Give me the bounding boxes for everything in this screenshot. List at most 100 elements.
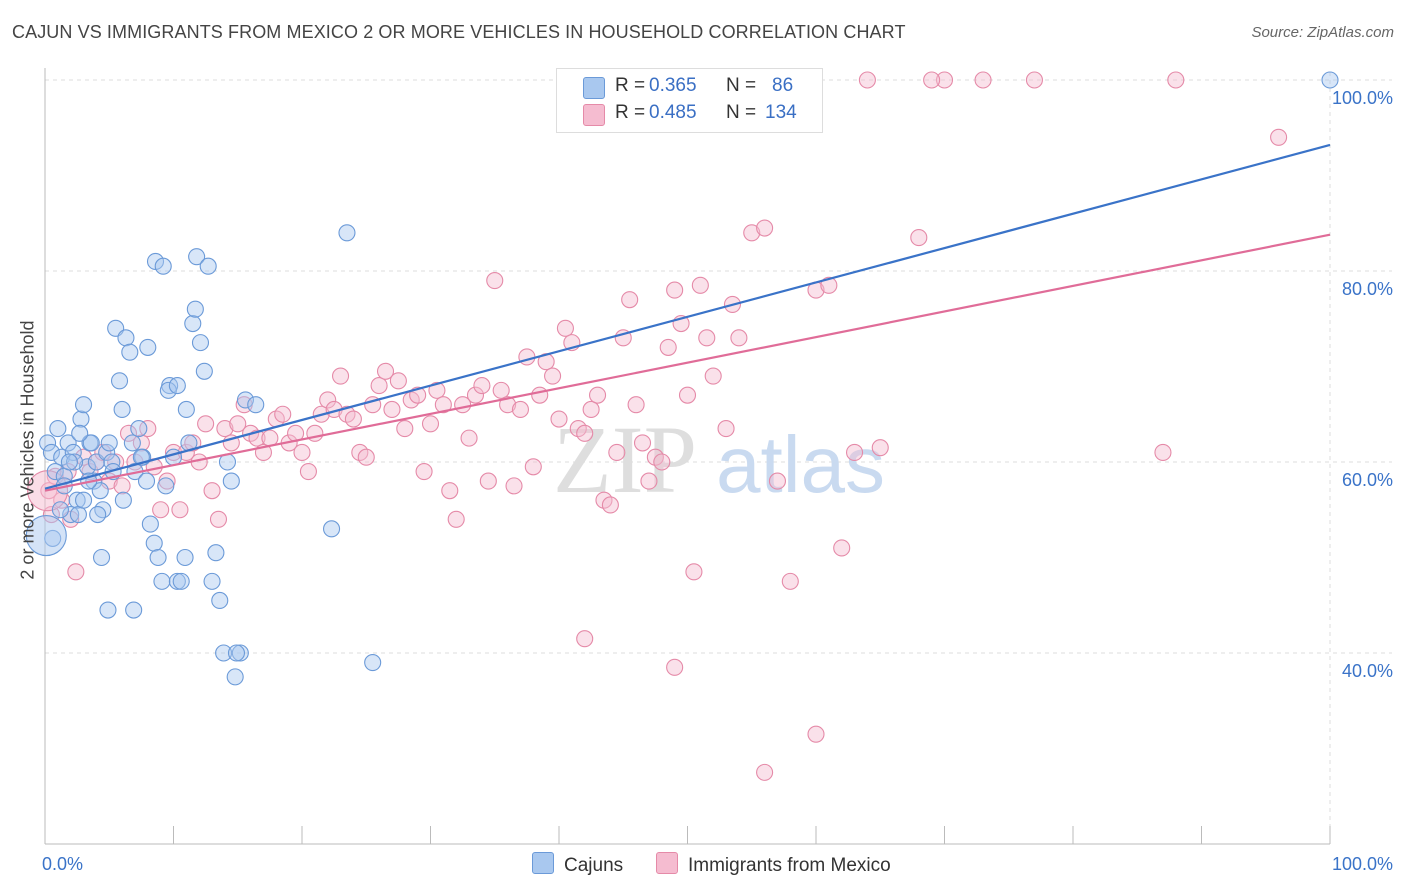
data-point bbox=[69, 505, 87, 524]
data-point bbox=[486, 271, 504, 290]
data-point bbox=[89, 505, 107, 524]
legend-swatch-blue bbox=[583, 77, 605, 99]
data-point bbox=[576, 630, 594, 648]
data-point bbox=[78, 458, 96, 476]
data-point bbox=[274, 405, 292, 423]
y-axis-label-wrap: 2 or more Vehicles in Household bbox=[16, 300, 40, 600]
data-point bbox=[505, 477, 523, 495]
legend-n-label: N = bbox=[726, 102, 757, 123]
axis-layer bbox=[44, 68, 1331, 845]
data-point bbox=[211, 591, 229, 610]
trend-line bbox=[44, 233, 1331, 492]
data-point bbox=[75, 396, 93, 414]
data-point bbox=[383, 400, 401, 419]
data-point bbox=[137, 472, 156, 490]
data-point bbox=[100, 434, 118, 452]
data-point bbox=[98, 443, 116, 462]
data-point bbox=[319, 391, 337, 409]
series-cajuns bbox=[25, 71, 1339, 686]
data-point bbox=[1321, 71, 1339, 89]
data-point bbox=[1025, 71, 1043, 89]
data-point bbox=[323, 520, 341, 538]
data-point bbox=[666, 281, 684, 299]
data-point bbox=[781, 572, 799, 590]
legend-label-mexico: Immigrants from Mexico bbox=[688, 855, 891, 876]
data-point bbox=[110, 372, 129, 390]
data-point bbox=[60, 453, 78, 471]
data-point bbox=[499, 396, 517, 414]
data-point bbox=[608, 443, 626, 462]
data-point bbox=[91, 482, 109, 500]
stats-legend: R = 0.365 N = 86 R = 0.485 N = 134 bbox=[556, 68, 823, 133]
data-point bbox=[582, 400, 600, 419]
data-point bbox=[168, 572, 186, 590]
data-point bbox=[621, 291, 639, 309]
data-point bbox=[191, 334, 210, 352]
data-point bbox=[113, 477, 131, 495]
data-point bbox=[168, 377, 186, 395]
data-point bbox=[730, 329, 748, 347]
data-point bbox=[974, 71, 992, 89]
watermark: ZIP atlas bbox=[553, 406, 885, 513]
data-point bbox=[338, 224, 356, 242]
data-point bbox=[588, 386, 607, 404]
data-point bbox=[633, 434, 652, 452]
data-point bbox=[226, 668, 244, 686]
data-point bbox=[460, 429, 478, 447]
data-point bbox=[556, 319, 574, 337]
data-point bbox=[184, 434, 202, 452]
data-point bbox=[145, 534, 163, 552]
data-point bbox=[229, 415, 247, 433]
data-point bbox=[186, 300, 204, 318]
data-point bbox=[376, 362, 395, 380]
y-tick-label: 40.0% bbox=[1342, 661, 1393, 681]
data-point bbox=[152, 501, 170, 519]
data-point bbox=[511, 400, 530, 419]
data-point bbox=[807, 725, 825, 743]
data-point bbox=[215, 644, 233, 662]
y-tick-label: 60.0% bbox=[1342, 470, 1393, 490]
data-point bbox=[531, 386, 549, 404]
legend-r-label: R = bbox=[615, 102, 646, 123]
data-point bbox=[231, 644, 249, 662]
data-point bbox=[71, 424, 89, 442]
data-point bbox=[845, 443, 864, 462]
data-point bbox=[601, 496, 619, 514]
data-point bbox=[717, 420, 735, 438]
data-point bbox=[434, 396, 452, 414]
tick-labels: 100.0% 80.0% 60.0% 40.0% 0.0% 100.0% bbox=[42, 88, 1393, 874]
data-point bbox=[203, 572, 221, 590]
data-point bbox=[678, 386, 697, 404]
data-point bbox=[743, 224, 761, 242]
trend-line bbox=[44, 143, 1331, 490]
data-point bbox=[653, 453, 671, 471]
data-point bbox=[157, 477, 175, 495]
data-point bbox=[139, 338, 157, 356]
data-point bbox=[176, 548, 194, 567]
data-point bbox=[576, 424, 594, 442]
legend-swatch-pink bbox=[656, 852, 678, 874]
y-tick-label: 100.0% bbox=[1332, 88, 1393, 108]
data-point bbox=[72, 410, 90, 428]
legend-item-cajuns: Cajuns bbox=[532, 852, 623, 877]
data-point bbox=[544, 367, 562, 385]
watermark-atlas: atlas bbox=[716, 420, 885, 509]
data-point bbox=[518, 348, 536, 366]
legend-r-label: R = bbox=[615, 75, 646, 96]
data-point bbox=[357, 448, 375, 466]
data-point bbox=[99, 601, 117, 619]
data-point bbox=[46, 462, 64, 481]
data-point bbox=[94, 501, 112, 519]
data-point bbox=[149, 548, 167, 567]
data-point bbox=[184, 314, 202, 333]
data-point bbox=[756, 763, 774, 781]
data-point bbox=[123, 434, 141, 452]
legend-swatch-pink bbox=[583, 104, 605, 126]
legend-n-value: 86 bbox=[772, 75, 794, 96]
data-point bbox=[492, 381, 510, 399]
data-point bbox=[1270, 128, 1288, 146]
data-point bbox=[177, 400, 195, 419]
data-point bbox=[389, 372, 407, 390]
data-point bbox=[188, 248, 206, 266]
